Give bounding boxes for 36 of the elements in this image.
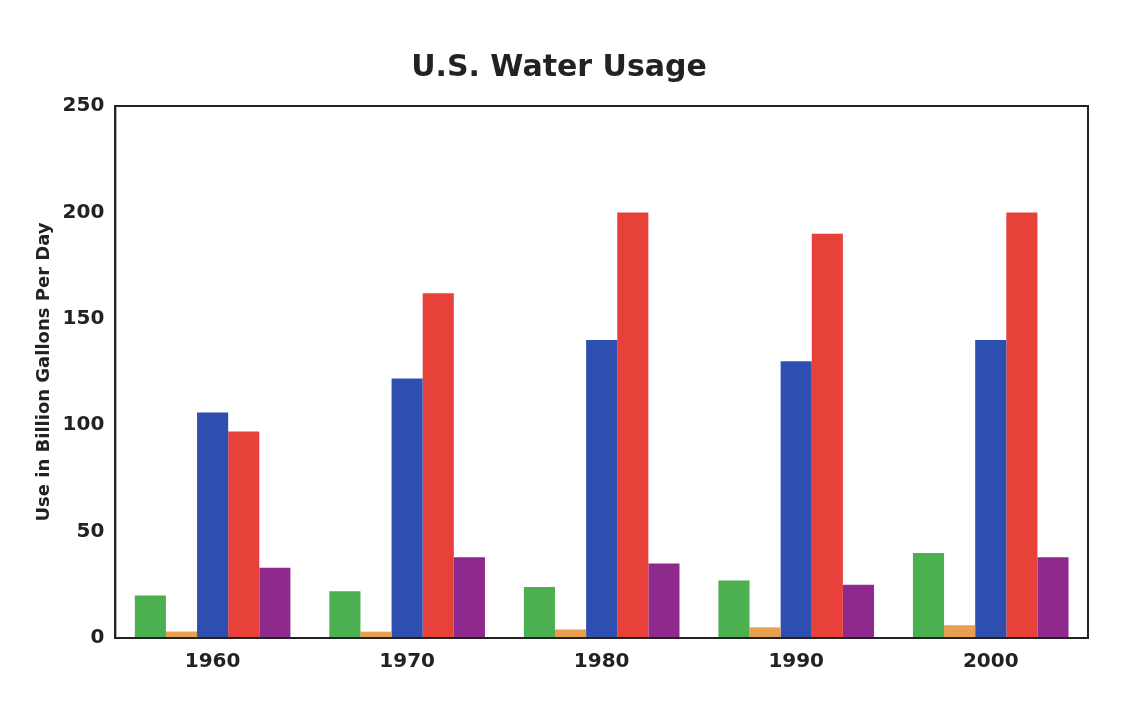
bar bbox=[912, 552, 945, 638]
y-tick-label: 250 bbox=[62, 92, 105, 117]
y-tick-label: 0 bbox=[90, 624, 105, 649]
bar bbox=[780, 361, 812, 638]
bar bbox=[554, 629, 587, 638]
bar bbox=[197, 412, 229, 638]
bar bbox=[617, 212, 649, 638]
y-tick-label: 100 bbox=[62, 411, 105, 436]
bar bbox=[648, 563, 680, 638]
y-tick-label: 200 bbox=[62, 198, 105, 223]
bar bbox=[749, 627, 781, 638]
bar bbox=[586, 340, 618, 638]
x-tick-label: 2000 bbox=[962, 648, 1019, 673]
x-tick-label: 1970 bbox=[379, 648, 435, 673]
chart-title: U.S. Water Usage bbox=[411, 47, 707, 83]
bar bbox=[842, 584, 875, 638]
bar bbox=[718, 580, 750, 638]
bar bbox=[811, 233, 843, 638]
bar bbox=[228, 431, 260, 638]
bar bbox=[391, 378, 423, 638]
bar bbox=[523, 586, 555, 638]
bar bbox=[944, 625, 976, 638]
x-tick-label: 1980 bbox=[573, 648, 630, 673]
bar bbox=[1037, 557, 1069, 638]
bar bbox=[975, 340, 1007, 638]
bar bbox=[422, 293, 454, 638]
x-tick-label: 1960 bbox=[184, 648, 241, 673]
bar bbox=[134, 595, 166, 638]
bar bbox=[329, 591, 361, 638]
bar bbox=[259, 567, 291, 638]
bar bbox=[1006, 212, 1038, 638]
y-axis-title: Use in Billion Gallons Per Day bbox=[32, 222, 54, 522]
x-tick-label: 1990 bbox=[768, 648, 825, 673]
y-tick-label: 150 bbox=[62, 305, 105, 329]
y-tick-label: 50 bbox=[76, 517, 105, 542]
bar bbox=[453, 557, 485, 638]
